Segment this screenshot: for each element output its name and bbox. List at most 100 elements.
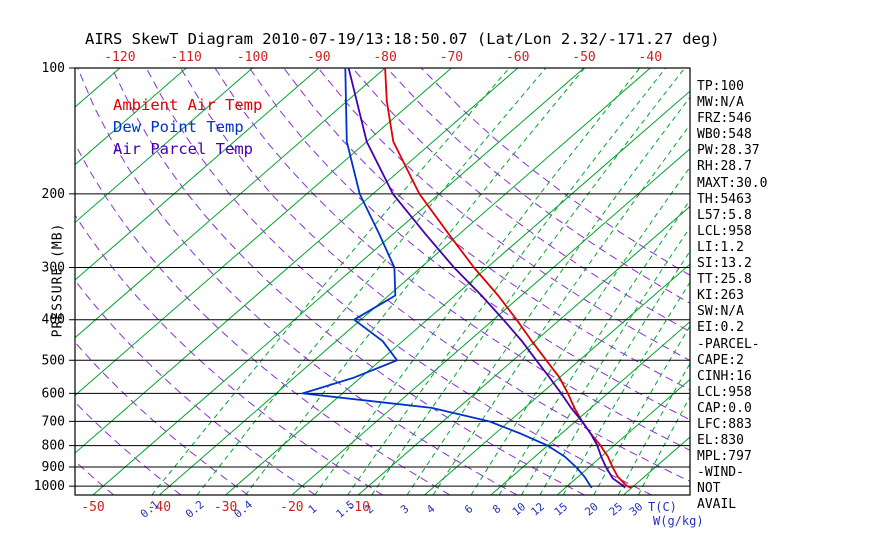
isotherm-line xyxy=(291,148,690,495)
dry-adiabat-line xyxy=(214,68,690,451)
isotherm-line xyxy=(75,68,452,397)
top-temp-label: -90 xyxy=(307,50,330,65)
stats-panel: TP:100 MW:N/A FRZ:546 WB0:548 PW:28.37 RH:28.… xyxy=(697,79,767,514)
pressure-tick-label: 400 xyxy=(42,313,65,328)
stat-line: AVAIL xyxy=(697,497,737,513)
mixing-ratio-label: 4 xyxy=(424,502,438,516)
mixing-ratio-line xyxy=(470,166,690,495)
mixing-ratio-label: 25 xyxy=(607,500,626,518)
top-temp-label: -110 xyxy=(171,50,202,65)
temp-unit-label: T(C) xyxy=(648,500,677,514)
stat-line: L57:5.8 xyxy=(697,207,752,223)
isotherm-line xyxy=(225,90,690,495)
mixing-ratio-label: 8 xyxy=(490,502,503,516)
top-temp-label: -120 xyxy=(104,50,135,65)
bottom-temp-label: -20 xyxy=(280,500,303,515)
stat-line: KI:263 xyxy=(697,288,744,304)
mixing-ratio-line xyxy=(245,68,585,495)
top-temp-label: -50 xyxy=(572,50,595,65)
mixing-ratio-line xyxy=(406,96,690,495)
stat-line: TT:25.8 xyxy=(697,272,752,288)
dry-adiabat-line xyxy=(248,68,690,421)
stat-line: SI:13.2 xyxy=(697,256,752,272)
legend-air-parcel-temp: Air Parcel Temp xyxy=(113,140,253,158)
top-temp-label: -70 xyxy=(440,50,463,65)
mixing-ratio-line xyxy=(520,226,690,495)
dry-adiabat-line xyxy=(75,279,316,495)
pressure-tick-label: 1000 xyxy=(34,479,65,494)
isotherm-line xyxy=(75,68,519,454)
top-temp-label: -80 xyxy=(373,50,396,65)
mixing-ratio-label: 15 xyxy=(552,500,571,518)
stat-line: TH:5463 xyxy=(697,191,752,207)
pressure-tick-label: 100 xyxy=(42,61,65,76)
top-temp-label: -100 xyxy=(237,50,268,65)
bottom-temp-label: -50 xyxy=(81,500,104,515)
top-temp-label: -60 xyxy=(506,50,529,65)
top-temp-label: -40 xyxy=(639,50,662,65)
mixing-ratio-label: 1 xyxy=(306,502,319,516)
stat-line: EI:0.2 xyxy=(697,320,744,336)
mixing-unit-label: W(g/kg) xyxy=(653,514,704,528)
mixing-ratio-line xyxy=(371,68,686,495)
stat-line: CAP:0.0 xyxy=(697,400,752,416)
curves-layer xyxy=(301,68,632,489)
mixing-ratio-line xyxy=(151,68,510,495)
curve-parcel xyxy=(347,68,626,489)
stat-line: TP:100 xyxy=(697,79,744,94)
bottom-temp-label: -40 xyxy=(148,500,171,515)
pressure-tick-label: 500 xyxy=(42,353,65,368)
mixing-ratio-label: 6 xyxy=(462,502,475,516)
pressure-tick-label: 200 xyxy=(42,187,65,202)
mixing-ratio-line xyxy=(432,124,690,495)
stat-line: NOT xyxy=(697,481,721,497)
dry-adiabat-line xyxy=(75,341,249,495)
plot-border xyxy=(74,67,691,496)
legend-ambient-air-temp: Ambient Air Temp xyxy=(113,96,262,114)
stat-line: LFC:883 xyxy=(697,416,752,432)
pressure-tick-label: 800 xyxy=(42,439,65,454)
legend-dew-point-temp: Dew Point Temp xyxy=(113,118,244,136)
mixing-ratio-label: 10 xyxy=(510,500,529,518)
stat-line: MAXT:30.0 xyxy=(697,175,768,191)
mixing-ratio-label: 3 xyxy=(398,502,411,516)
stat-line: MW:N/A xyxy=(697,95,744,111)
stat-line: FRZ:546 xyxy=(697,111,752,127)
stat-line: PW:28.37 xyxy=(697,143,760,159)
pressure-tick-label: 700 xyxy=(42,414,65,429)
chart-title: AIRS SkewT Diagram 2010-07-19/13:18:50.0… xyxy=(85,30,720,48)
isotherm-line xyxy=(158,68,651,495)
mixing-ratio-line xyxy=(498,199,690,495)
stat-line: -WIND- xyxy=(697,465,744,481)
stat-line: -PARCEL- xyxy=(697,336,760,352)
isotherm-line xyxy=(75,68,187,166)
dry-adiabat-line xyxy=(317,68,690,362)
stat-line: MPL:797 xyxy=(697,449,752,465)
mixing-ratio-line xyxy=(347,68,667,495)
curve-ambient xyxy=(384,68,632,489)
dry-adiabat-line xyxy=(75,214,383,495)
mixing-ratio-label: 12 xyxy=(528,500,547,518)
pressure-tick-label: 300 xyxy=(42,261,65,276)
isotherm-line xyxy=(357,205,690,495)
pressure-tick-label: 600 xyxy=(42,386,65,401)
stat-line: LCL:958 xyxy=(697,384,752,400)
isotherm-line xyxy=(75,68,253,224)
mixing-ratio-label: 20 xyxy=(582,500,601,518)
stat-line: LI:1.2 xyxy=(697,239,744,255)
stat-line: EL:830 xyxy=(697,433,744,449)
stat-line: WB0:548 xyxy=(697,127,752,143)
isotherm-line xyxy=(92,68,585,495)
pressure-tick-label: 900 xyxy=(42,460,65,475)
dry-adiabat-line xyxy=(352,68,690,333)
isotherm-line xyxy=(75,68,320,281)
stat-line: RH:28.7 xyxy=(697,159,752,175)
dry-adiabat-line xyxy=(145,68,652,495)
stat-line: SW:N/A xyxy=(697,304,744,320)
bottom-temp-label: -30 xyxy=(214,500,237,515)
isotherm-line xyxy=(75,68,121,108)
mixing-ratio-label: 0.2 xyxy=(183,498,207,521)
stat-line: CINH:16 xyxy=(697,368,752,384)
